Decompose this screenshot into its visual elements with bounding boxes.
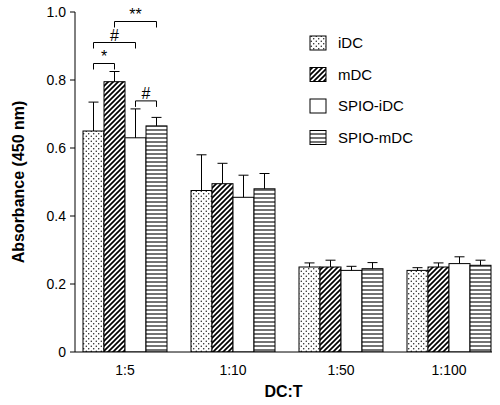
bar	[341, 270, 362, 352]
legend-label: mDC	[338, 66, 372, 83]
legend-swatch	[310, 99, 326, 113]
error-bar	[197, 155, 207, 191]
error-bar	[455, 257, 465, 264]
bar	[125, 138, 146, 352]
bar	[254, 189, 275, 352]
legend-label: SPIO-mDC	[338, 129, 413, 146]
bar	[449, 264, 470, 352]
bar	[212, 184, 233, 352]
error-bar	[260, 174, 270, 189]
x-axis	[75, 352, 492, 353]
x-axis-title: DC:T	[264, 383, 302, 400]
chart: 0 0.2 0.4 0.6 0.8 1.0 1:5 1:10 1:50 1:100 DC:T Abso…	[0, 0, 500, 405]
error-bar	[305, 263, 315, 267]
error-bar	[476, 260, 486, 265]
legend-label: SPIO-iDC	[338, 97, 404, 114]
significance-label: **	[129, 6, 141, 23]
y-tick-label: 0.8	[47, 72, 67, 88]
legend-swatch	[310, 36, 326, 50]
bar	[299, 267, 320, 352]
error-bar	[368, 263, 378, 269]
error-bar	[152, 117, 162, 126]
bar	[470, 265, 491, 352]
bar	[191, 191, 212, 353]
x-tick-label: 1:50	[327, 362, 354, 378]
error-bar	[239, 175, 249, 197]
error-bar	[413, 268, 423, 271]
x-tick-label: 1:5	[115, 362, 135, 378]
error-bar	[218, 163, 228, 183]
bar	[146, 126, 167, 352]
y-tick-label: 0.6	[47, 140, 67, 156]
significance-label: *	[101, 48, 107, 65]
error-bar	[347, 266, 357, 270]
y-tick	[70, 12, 75, 13]
legend-swatch	[310, 68, 326, 82]
significance-label: #	[110, 27, 119, 44]
bar	[83, 131, 104, 352]
significance-label: #	[142, 85, 151, 102]
bar	[233, 197, 254, 352]
bar	[362, 269, 383, 352]
bar	[407, 270, 428, 352]
legend-swatch	[310, 131, 326, 145]
y-axis	[75, 12, 76, 352]
y-tick	[70, 284, 75, 285]
error-bar	[110, 72, 120, 82]
y-tick	[70, 216, 75, 217]
y-tick-label: 0	[58, 344, 66, 360]
y-tick-label: 1.0	[47, 4, 67, 20]
error-bar	[326, 260, 336, 267]
y-tick-label: 0.4	[47, 208, 67, 224]
error-bar	[434, 263, 444, 267]
x-tick-label: 1:100	[431, 362, 466, 378]
bar	[104, 82, 125, 352]
legend-label: iDC	[338, 34, 363, 51]
bar	[428, 267, 449, 352]
bar	[320, 267, 341, 352]
bars	[83, 72, 491, 353]
y-tick	[70, 80, 75, 81]
y-axis-title: Absorbance (450 nm)	[10, 101, 27, 264]
error-bar	[131, 109, 141, 138]
x-tick-label: 1:10	[219, 362, 246, 378]
y-tick	[70, 352, 75, 353]
error-bar	[89, 102, 99, 131]
y-tick-label: 0.2	[47, 276, 67, 292]
y-tick	[70, 148, 75, 149]
